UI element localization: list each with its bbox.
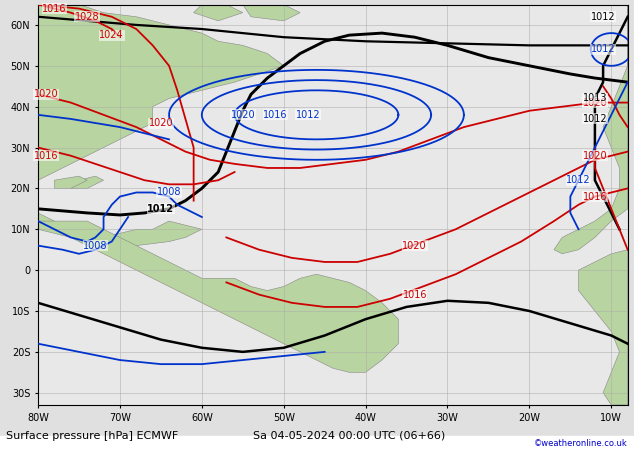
Text: 1016: 1016 [263, 110, 288, 120]
Polygon shape [38, 213, 202, 246]
Text: 1016: 1016 [583, 192, 607, 202]
Text: 1016: 1016 [42, 4, 67, 13]
Text: 1020: 1020 [583, 151, 607, 161]
Text: 1012: 1012 [147, 204, 174, 214]
Polygon shape [243, 4, 300, 21]
Polygon shape [71, 176, 103, 189]
Polygon shape [554, 4, 628, 254]
Text: 1016: 1016 [34, 151, 58, 161]
Text: 1024: 1024 [100, 30, 124, 40]
Text: 1012: 1012 [296, 110, 321, 120]
Polygon shape [193, 4, 243, 21]
Polygon shape [578, 250, 628, 405]
Text: 1013: 1013 [583, 94, 607, 104]
Text: 1012: 1012 [566, 175, 591, 185]
Text: 1020: 1020 [148, 118, 173, 128]
Text: ©weatheronline.co.uk: ©weatheronline.co.uk [534, 439, 628, 448]
Text: 1028: 1028 [75, 12, 100, 22]
Text: 1020: 1020 [230, 110, 255, 120]
Polygon shape [38, 221, 398, 372]
Text: 1020: 1020 [583, 98, 607, 108]
Text: Sa 04-05-2024 00:00 UTC (06+66): Sa 04-05-2024 00:00 UTC (06+66) [252, 431, 445, 441]
Polygon shape [38, 4, 283, 180]
Text: 1020: 1020 [403, 241, 427, 251]
Polygon shape [55, 176, 87, 189]
Text: 1020: 1020 [34, 90, 58, 99]
Text: 1008: 1008 [157, 188, 181, 198]
Text: 1012: 1012 [583, 114, 607, 124]
Text: 1016: 1016 [403, 290, 427, 300]
Text: 1012: 1012 [591, 45, 616, 54]
Text: Surface pressure [hPa] ECMWF: Surface pressure [hPa] ECMWF [6, 431, 179, 441]
Text: 1008: 1008 [83, 241, 108, 251]
Text: 1012: 1012 [591, 12, 616, 22]
